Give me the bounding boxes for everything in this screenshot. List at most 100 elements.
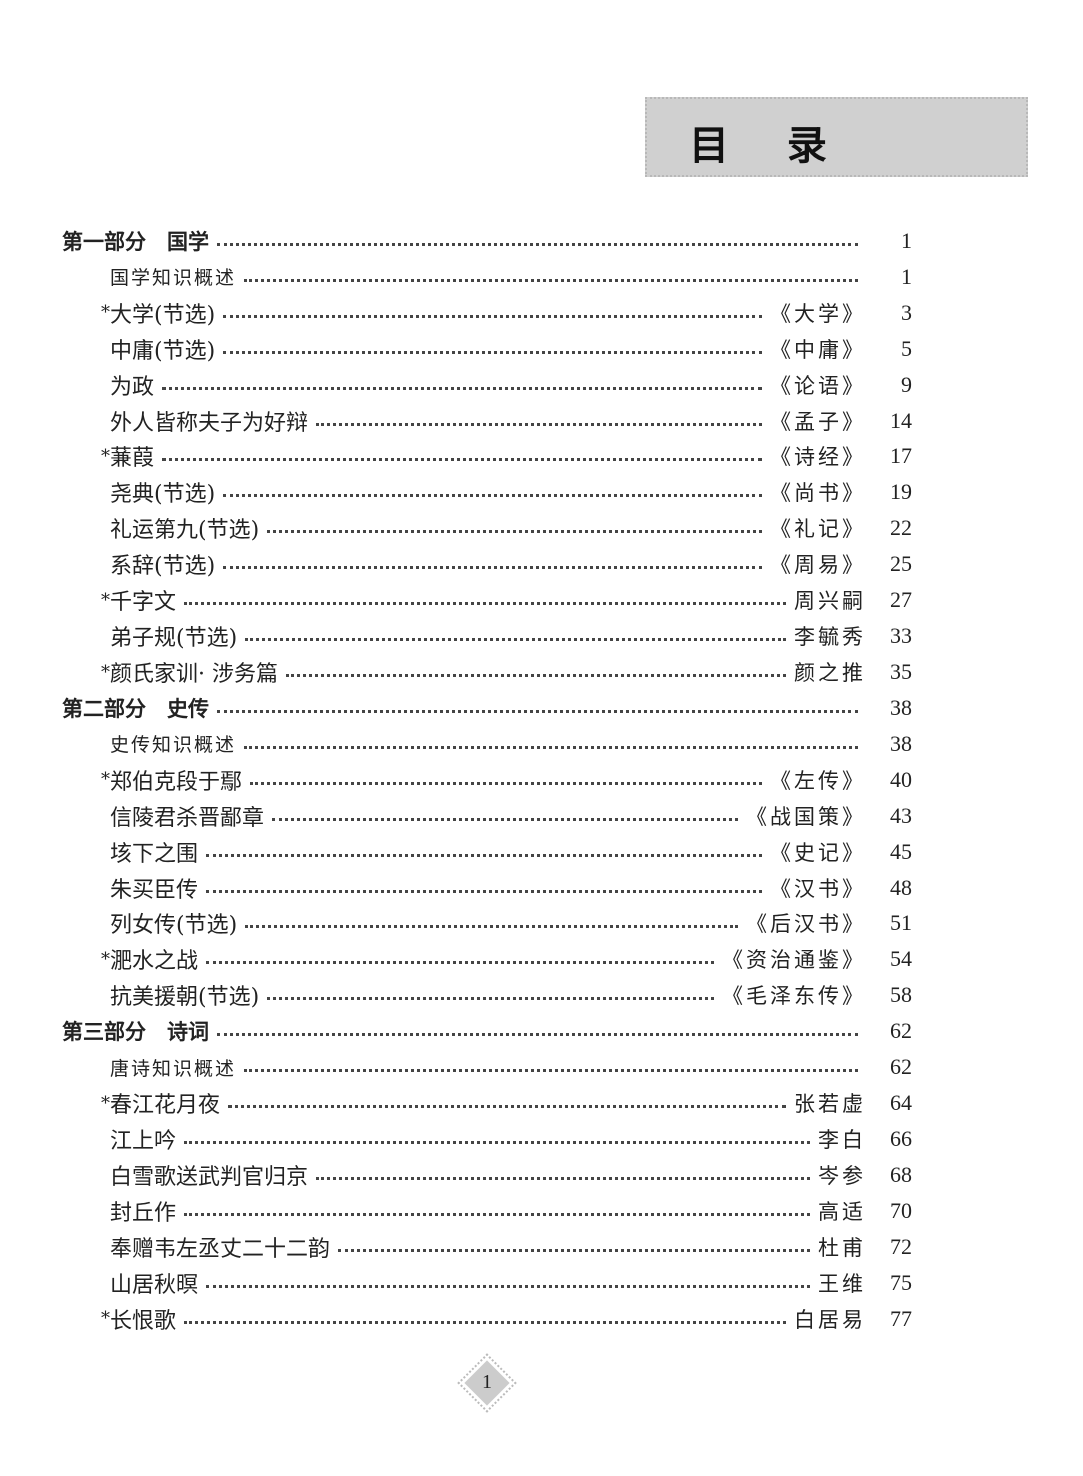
starred-marker: * <box>101 769 110 791</box>
entry-page: 25 <box>890 551 912 577</box>
entry-title: 国学知识概述 <box>110 267 237 290</box>
entry-title: 颜氏家训· 涉务篇 <box>110 662 278 688</box>
entry-title: 春江花月夜 <box>110 1093 221 1119</box>
entry-title: 白雪歌送武判官归京 <box>110 1164 309 1190</box>
entry-source: 《毛泽东传》 <box>722 984 866 1009</box>
entry-title: 山居秋暝 <box>110 1272 199 1298</box>
dot-leader <box>316 410 762 432</box>
entry-source: 《中庸》 <box>770 337 866 362</box>
entry-title: 为政 <box>110 374 155 400</box>
entry-source: 颜之推 <box>794 661 866 686</box>
toc-entry[interactable]: 封丘作 高适 70 <box>62 1193 912 1229</box>
starred-marker: * <box>101 589 110 611</box>
dot-leader <box>217 230 858 252</box>
dot-leader <box>228 1092 786 1114</box>
toc-entry[interactable]: 信陵君杀晋鄙章 《战国策》 43 <box>62 798 912 834</box>
toc-entry[interactable]: 第一部分 国学 1 <box>62 223 912 259</box>
toc-entry[interactable]: 列女传(节选) 《后汉书》 51 <box>62 906 912 942</box>
toc-entry[interactable]: 尧典(节选) 《尚书》 19 <box>62 474 912 510</box>
toc-entry[interactable]: 中庸(节选) 《中庸》 5 <box>62 331 912 367</box>
dot-leader <box>184 1308 786 1330</box>
entry-title: 垓下之围 <box>110 841 199 867</box>
toc-title-box: 目 录 <box>645 97 1028 177</box>
toc-entry[interactable]: * 郑伯克段于鄢 《左传》 40 <box>62 762 912 798</box>
toc-entry[interactable]: 系辞(节选) 《周易》 25 <box>62 546 912 582</box>
entry-page: 19 <box>890 479 912 505</box>
entry-title: 郑伯克段于鄢 <box>110 769 243 795</box>
entry-title: 信陵君杀晋鄙章 <box>110 805 265 831</box>
entry-page: 51 <box>890 910 912 936</box>
toc-entry[interactable]: 弟子规(节选) 李毓秀 33 <box>62 618 912 654</box>
entry-page: 62 <box>890 1054 912 1080</box>
toc-entry[interactable]: 白雪歌送武判官归京 岑参 68 <box>62 1157 912 1193</box>
toc-entry[interactable]: 唐诗知识概述 62 <box>62 1049 912 1085</box>
entry-page: 40 <box>890 766 912 792</box>
toc-entry[interactable]: * 蒹葭 《诗经》 17 <box>62 439 912 475</box>
starred-marker: * <box>101 948 110 970</box>
entry-source: 王维 <box>818 1271 866 1296</box>
page-number-badge: 1 <box>457 1353 517 1413</box>
toc-entry[interactable]: 垓下之围 《史记》 45 <box>62 834 912 870</box>
entry-title: 第二部分 史传 <box>62 696 209 721</box>
entry-page: 70 <box>890 1197 912 1223</box>
entry-page: 27 <box>890 587 912 613</box>
entry-page: 35 <box>890 659 912 685</box>
toc-entry[interactable]: 礼运第九(节选) 《礼记》 22 <box>62 510 912 546</box>
dot-leader <box>206 877 762 899</box>
toc-entry[interactable]: 奉赠韦左丞丈二十二韵 杜甫 72 <box>62 1229 912 1265</box>
dot-leader <box>184 1200 810 1222</box>
toc-entry[interactable]: * 淝水之战 《资治通鉴》 54 <box>62 941 912 977</box>
entry-title: 外人皆称夫子为好辩 <box>110 410 309 436</box>
dot-leader <box>184 589 786 611</box>
toc-entry[interactable]: 抗美援朝(节选) 《毛泽东传》 58 <box>62 977 912 1013</box>
dot-leader <box>223 553 762 575</box>
entry-source: 《资治通鉴》 <box>722 948 866 973</box>
toc-entry[interactable]: * 长恨歌 白居易 77 <box>62 1301 912 1337</box>
starred-marker: * <box>101 302 110 324</box>
dot-leader <box>267 984 714 1006</box>
toc-entry[interactable]: 外人皆称夫子为好辩 《孟子》 14 <box>62 403 912 439</box>
entry-title: 唐诗知识概述 <box>110 1057 237 1080</box>
dot-leader <box>223 302 762 324</box>
entry-page: 14 <box>890 407 912 433</box>
toc-entry[interactable]: 国学知识概述 1 <box>62 259 912 295</box>
entry-page: 45 <box>890 838 912 864</box>
entry-page: 5 <box>901 335 912 361</box>
toc-entry[interactable]: 山居秋暝 王维 75 <box>62 1265 912 1301</box>
dot-leader <box>244 1056 858 1078</box>
toc-entry[interactable]: 为政 《论语》 9 <box>62 367 912 403</box>
toc-entry[interactable]: * 春江花月夜 张若虚 64 <box>62 1085 912 1121</box>
entry-title: 尧典(节选) <box>110 482 216 508</box>
dot-leader <box>184 1128 810 1150</box>
toc-entry[interactable]: 江上吟 李白 66 <box>62 1121 912 1157</box>
dot-leader <box>272 805 738 827</box>
toc-entry[interactable]: * 大学(节选) 《大学》 3 <box>62 295 912 331</box>
entry-source: 《诗经》 <box>770 445 866 470</box>
entry-title: 抗美援朝(节选) <box>110 985 260 1011</box>
toc-entry[interactable]: * 千字文 周兴嗣 27 <box>62 582 912 618</box>
entry-source: 《大学》 <box>770 301 866 326</box>
dot-leader <box>206 1272 810 1294</box>
dot-leader <box>162 374 762 396</box>
entry-page: 72 <box>890 1233 912 1259</box>
entry-source: 杜甫 <box>818 1235 866 1260</box>
entry-page: 66 <box>890 1126 912 1151</box>
entry-page: 58 <box>890 982 912 1008</box>
entry-title: 系辞(节选) <box>110 554 216 580</box>
entry-source: 《史记》 <box>770 840 866 865</box>
dot-leader <box>250 769 762 791</box>
entry-source: 《礼记》 <box>770 517 866 542</box>
entry-page: 54 <box>890 946 912 972</box>
entry-title: 朱买臣传 <box>110 877 199 903</box>
toc-entry[interactable]: 朱买臣传 《汉书》 48 <box>62 870 912 906</box>
page-title: 目 录 <box>689 122 849 169</box>
entry-source: 李白 <box>818 1128 866 1152</box>
entry-source: 白居易 <box>794 1307 866 1332</box>
toc-entry[interactable]: 第二部分 史传 38 <box>62 690 912 726</box>
toc-entry[interactable]: 第三部分 诗词 62 <box>62 1013 912 1049</box>
entry-title: 史传知识概述 <box>110 734 237 757</box>
toc-entry[interactable]: * 颜氏家训· 涉务篇 颜之推 35 <box>62 654 912 690</box>
dot-leader <box>217 697 858 719</box>
entry-page: 48 <box>890 874 912 900</box>
toc-entry[interactable]: 史传知识概述 38 <box>62 726 912 762</box>
